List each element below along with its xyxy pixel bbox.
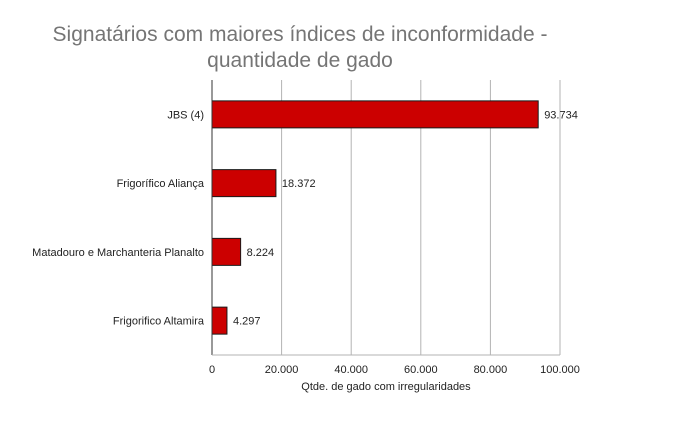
- x-tick-label: 40.000: [334, 364, 368, 376]
- bars: [211, 100, 539, 335]
- data-label: 8.224: [247, 247, 275, 259]
- chart-title-line-1: Signatários com maiores índices de incon…: [52, 23, 548, 46]
- bar: [211, 306, 228, 335]
- x-tick-label: 0: [209, 364, 215, 376]
- x-tick-label: 100.000: [540, 364, 580, 376]
- bar: [211, 100, 539, 129]
- x-tick-label: 20.000: [265, 364, 299, 376]
- x-tick-label: 80.000: [474, 364, 508, 376]
- x-axis-title: Qtde. de gado com irregularidades: [301, 381, 471, 393]
- data-label: 4.297: [233, 316, 261, 328]
- bar: [211, 169, 277, 198]
- category-label: JBS (4): [167, 109, 204, 121]
- chart-title: Signatários com maiores índices de incon…: [0, 22, 600, 74]
- axes: 0 20.000 40.000 60.000 80.000 100.000 JBS (4) 9…: [32, 80, 580, 376]
- x-tick-label: 60.000: [404, 364, 438, 376]
- category-label: Matadouro e Marchanteria Planalto: [32, 247, 204, 259]
- bar: [211, 237, 242, 266]
- data-label: 18.372: [282, 178, 316, 190]
- chart-title-line-2: quantidade de gado: [207, 49, 393, 72]
- category-label: Frigorifico Altamira: [113, 316, 205, 328]
- data-label: 93.734: [544, 109, 578, 121]
- category-label: Frigorífico Aliança: [117, 178, 205, 190]
